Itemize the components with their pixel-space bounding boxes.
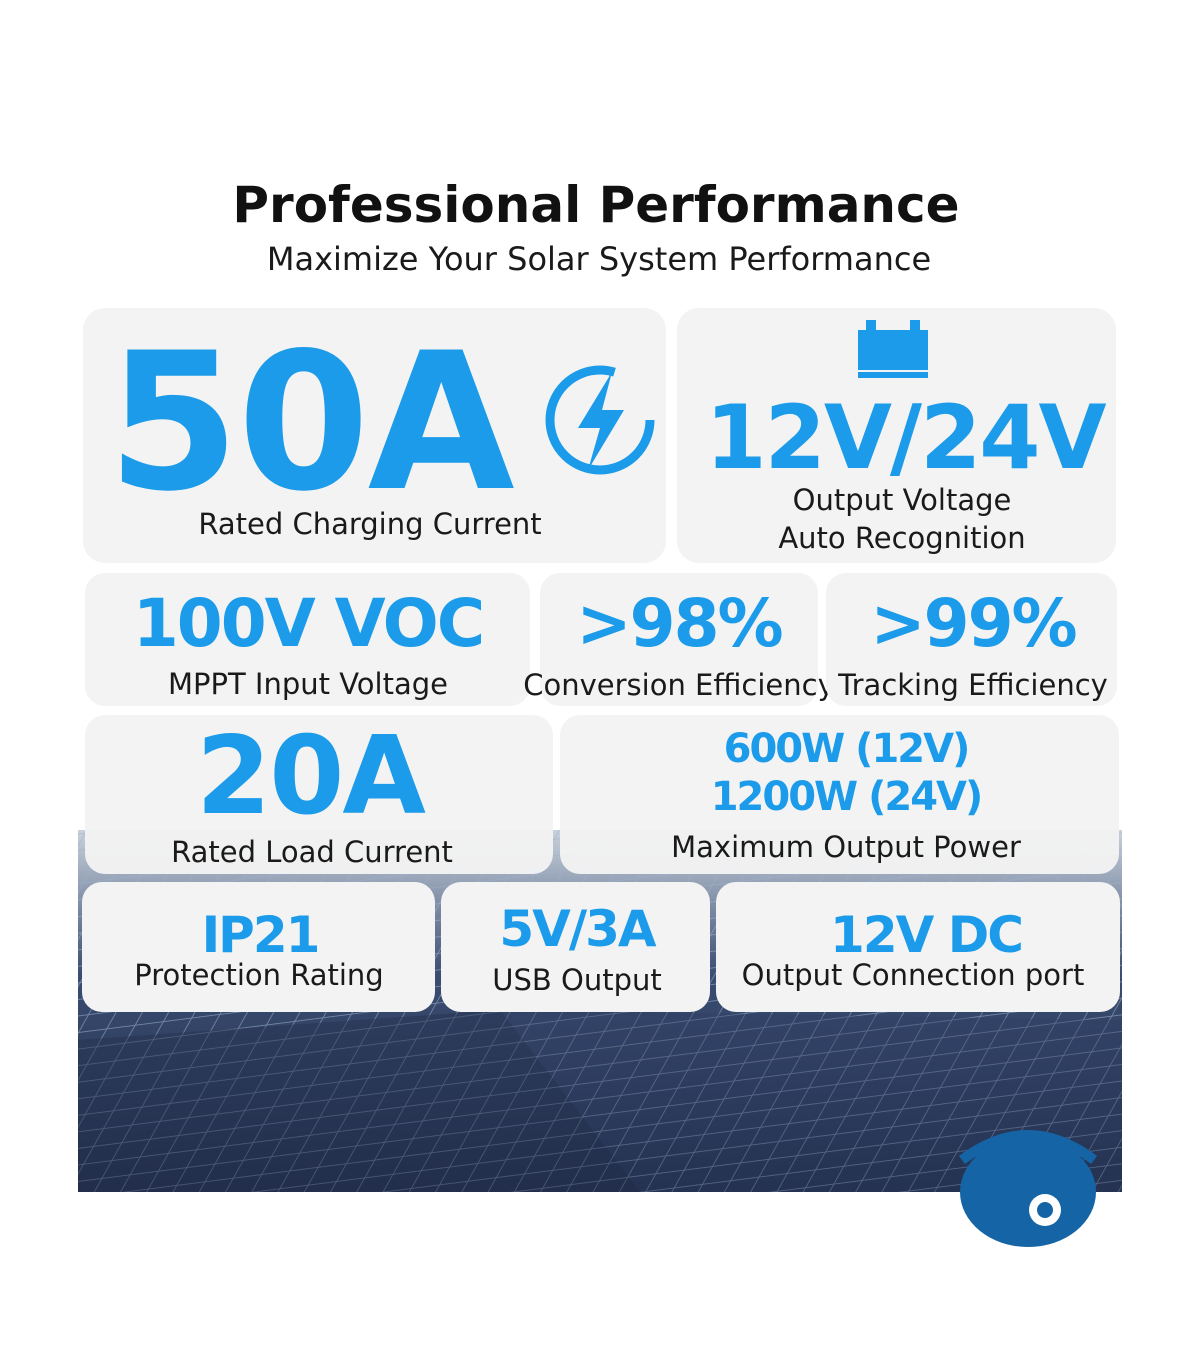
card-value: >99%: [870, 585, 1076, 662]
card-value: 50A: [107, 312, 514, 533]
battery-icon: [858, 320, 928, 378]
card-value: 5V/3A: [499, 900, 657, 958]
card-label: Maximum Output Power: [671, 830, 1021, 864]
card-value: 100V VOC: [133, 585, 483, 662]
title: Professional Performance: [232, 176, 959, 234]
card-value: 12V DC: [830, 906, 1022, 964]
card-value: >98%: [576, 585, 782, 662]
card: [716, 882, 1120, 1012]
card-label: Protection Rating: [134, 958, 383, 992]
card-value: 1200W (24V): [711, 774, 982, 820]
card-value: 600W (12V): [724, 726, 969, 772]
card: [441, 882, 710, 1012]
card: [83, 308, 666, 563]
card-label: MPPT Input Voltage: [168, 667, 448, 701]
logo: [958, 1130, 1098, 1247]
card: [560, 715, 1119, 874]
card-label: Tracking Efficiency: [837, 668, 1108, 702]
card-label: Rated Charging Current: [198, 507, 541, 541]
card-label: USB Output: [492, 963, 661, 997]
card-label: Conversion Efficiency: [523, 668, 835, 702]
card-label: Auto Recognition: [778, 521, 1025, 555]
card-label: Rated Load Current: [171, 835, 453, 869]
subtitle: Maximize Your Solar System Performance: [267, 240, 931, 278]
card-label: Output Connection port: [742, 958, 1085, 992]
card: [82, 882, 435, 1012]
card: [677, 308, 1116, 563]
card: [540, 573, 818, 706]
card-label: Output Voltage: [793, 483, 1012, 517]
bolt-icon: [545, 365, 655, 475]
card: [85, 715, 553, 874]
card-value: 20A: [196, 714, 426, 839]
card-value: 12V/24V: [705, 386, 1106, 489]
card-value: IP21: [202, 906, 319, 964]
card: [85, 573, 530, 706]
card: [826, 573, 1117, 706]
